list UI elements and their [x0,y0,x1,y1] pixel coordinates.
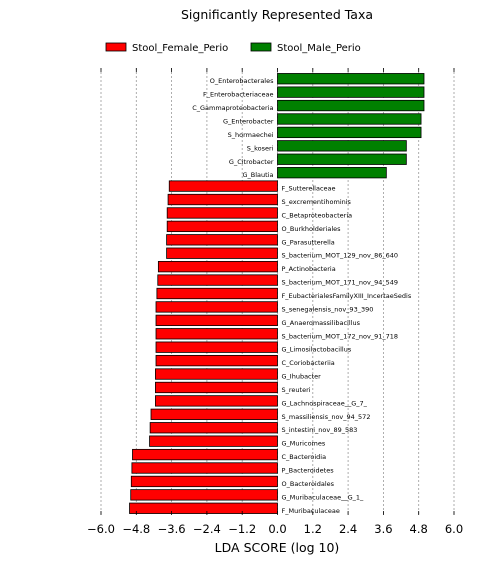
bar-label: S_massiliensis_nov_94_572 [282,413,371,421]
bar-label: G_Enterobacter [223,117,274,125]
bar-label: G_Limosilactobacillus [282,346,352,354]
bar-g-enterobacter [277,113,422,125]
bar-g-parasutterella [166,234,278,246]
bar-p-actinobacteria [157,261,278,273]
bar-label: G_Ihubacter [282,373,322,381]
bar-s-koseri [277,140,407,152]
bar-label: C_Bacteroidia [282,453,327,461]
bar-label: G_Parasutterella [282,238,335,246]
bar-label: G_Citrobacter [229,158,274,166]
bar-o-bacteroidales [130,475,278,488]
bar-f-muribaculaceae [129,502,278,514]
bar-label: S_reuteri [282,386,311,394]
bar-s-bacterium-mot-171-nov-94-549 [157,274,278,286]
x-axis-label: LDA SCORE (log 10) [215,540,340,555]
x-tick-label: −3.6 [158,522,186,536]
x-tick-label: 2.4 [339,522,357,536]
bar-label: S_bacterium_MOT_172_nov_91_718 [282,332,399,340]
bar-s-massiliensis-nov-94-572 [150,408,278,420]
bar-labels: O_Enterobacterales F_Enterobacteriaceae C_… [192,77,412,515]
bar-label: F_Muribaculaceae [282,507,340,515]
bar-label: S_koseri [247,144,274,152]
bar-s-bacterium-mot-172-nov-91-718 [155,328,278,340]
bar-s-intestini-nov-89-583 [149,422,278,434]
x-tick-label: 1.2 [304,522,322,536]
bar-label: F_Sutterellaceae [282,185,336,193]
bar-s-bacterium-mot-129-nov-86-640 [166,247,278,259]
bar-label: G_Muribaculaceae__G_1_ [282,493,365,501]
x-axis-ticks: −6.0 −4.8 −3.6 −2.4 −1.2 0.0 1.2 2.4 3.6 4.8 6.0 [87,68,463,536]
x-tick-label: 4.8 [410,522,428,536]
bar-p-bacteroidetes [131,462,278,474]
x-tick-label: 6.0 [445,522,463,536]
bar-label: C_Coriobacteriia [282,359,335,367]
bar-g-ihubacter [155,368,278,380]
bar-s-excrementihominis [167,193,278,206]
bar-label: O_Enterobacterales [210,77,274,85]
legend: Stool_Female_Perio Stool_Male_Perio [105,42,361,54]
bar-g-muricomes [149,435,278,447]
bar-label: S_bacterium_MOT_171_nov_94_549 [282,279,399,287]
bar-label: S_excrementihominis [282,198,352,206]
bar-label: S_bacterium_MOT_129_nov_86_640 [282,252,399,260]
bar-label: C_Betaproteobacteria [282,211,353,219]
bar-c-coriobacteriia [155,354,278,367]
bar-s-hormaechei [277,126,422,139]
bar-c-gammaproteobacteria [277,99,425,112]
bar-label: S_senegalensis_nov_93_390 [282,305,374,313]
bar-g-limosilactobacillus [155,341,278,353]
x-tick-label: −4.8 [122,522,150,536]
bar-f-sutterellaceae [168,180,278,192]
bar-o-burkholderiales [166,220,278,233]
bar-c-bacteroidia [132,448,278,461]
x-tick-label: 0.0 [268,522,286,536]
bar-label: G_Lachnospiraceae__G_7_ [282,399,368,407]
legend-swatch-male [250,42,272,52]
bar-label: G_Anaeromassilibacillus [282,319,361,327]
bar-label: O_Bacteroidales [282,480,335,488]
bar-label: P_Bacteroidetes [282,467,335,475]
bar-label: G_Blautia [243,171,274,179]
bar-f-enterobacteriaceae [277,86,425,98]
bar-label: F_EubacterialesFamilyXIII_IncertaeSedis [282,292,412,300]
bar-g-muribaculaceae-g-1- [130,489,278,501]
bar-c-betaproteobacteria [166,207,278,219]
x-tick-label: −6.0 [87,522,115,536]
bar-s-senegalensis-nov-93-390 [155,301,278,313]
legend-label-male: Stool_Male_Perio [277,43,361,54]
bar-g-citrobacter [277,153,407,165]
bar-o-enterobacterales [277,73,425,85]
x-tick-label: −2.4 [193,522,221,536]
bar-label: C_Gammaproteobacteria [192,104,273,112]
bars [129,73,425,514]
bar-label: F_Enterobacteriaceae [203,91,274,99]
bar-label: S_hormaechei [228,131,274,139]
bar-f-eubacterialesfamilyxiii-incertaesedis [156,287,278,300]
bar-label: G_Muricomes [282,440,326,448]
x-tick-label: 3.6 [374,522,392,536]
bar-g-blautia [277,167,387,179]
legend-swatch-female [105,42,127,52]
bar-g-lachnospiraceae-g-7- [155,395,278,407]
bar-label: P_Actinobacteria [282,265,336,273]
bar-s-reuteri [155,381,278,394]
x-tick-label: −1.2 [228,522,256,536]
bar-label: O_Burkholderiales [282,225,342,233]
bar-g-anaeromassilibacillus [155,314,278,326]
legend-label-female: Stool_Female_Perio [132,43,228,54]
chart-title: Significantly Represented Taxa [181,7,373,22]
bar-label: S_intestini_nov_89_583 [282,426,358,434]
